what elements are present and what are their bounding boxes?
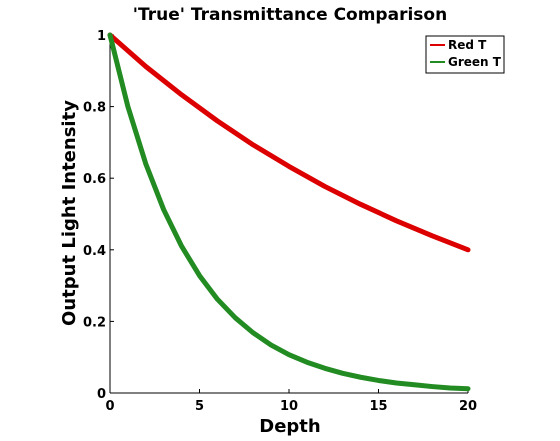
y-axis-title: Output Light Intensity (59, 100, 80, 326)
y-tick-label: 0.6 (83, 172, 106, 187)
y-tick-label: 0 (97, 387, 106, 402)
x-tick-label: 5 (195, 399, 204, 414)
x-axis-ticks: 0 5 10 15 20 (105, 389, 477, 414)
y-tick-label: 0.2 (83, 315, 106, 330)
legend-label: Green T (448, 55, 502, 69)
x-tick-label: 20 (459, 399, 477, 414)
x-tick-label: 15 (369, 399, 387, 414)
legend-label: Red T (448, 38, 487, 52)
y-tick-label: 1 (97, 29, 106, 44)
series-layer (107, 32, 471, 392)
y-tick-label: 0.8 (83, 101, 106, 116)
series-line-red-t (107, 32, 471, 253)
x-tick-label: 0 (105, 399, 114, 414)
y-tick-label: 0.4 (83, 244, 106, 259)
chart-title: 'True' Transmittance Comparison (133, 5, 447, 25)
legend-box (425, 35, 505, 74)
series-line-green-t (107, 32, 471, 392)
x-axis-title: Depth (259, 416, 320, 437)
x-tick-label: 10 (280, 399, 298, 414)
y-axis-ticks: 0 0.2 0.4 0.6 0.8 1 (83, 29, 114, 402)
legend: Red T Green T (425, 35, 505, 74)
